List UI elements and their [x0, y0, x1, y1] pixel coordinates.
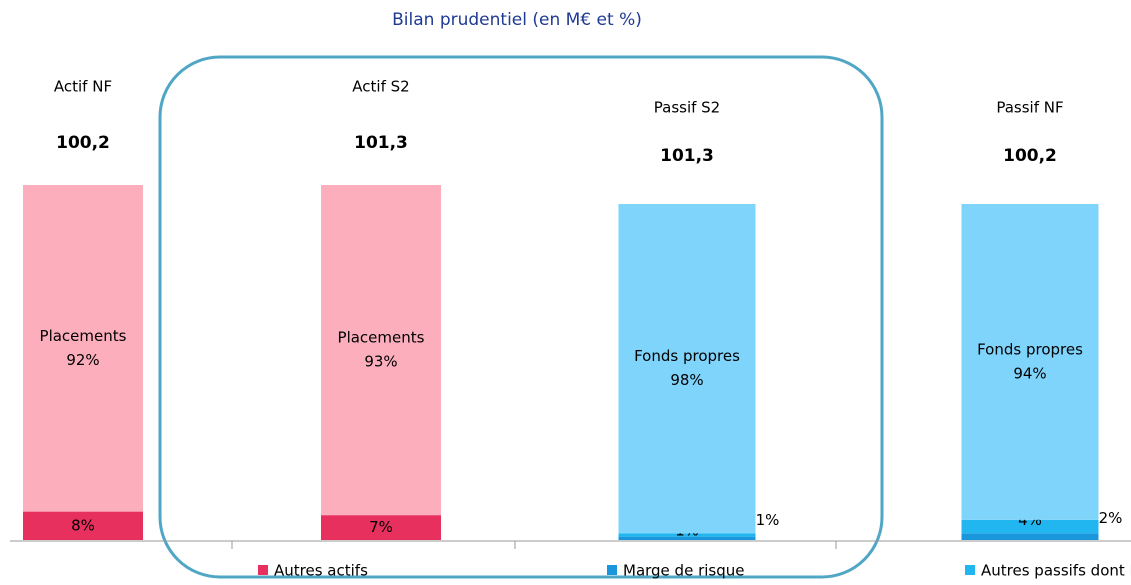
legend-label: Autres passifs dont ID: [981, 562, 1131, 580]
bar-segment: [961, 204, 1099, 520]
highlight-frame: [158, 55, 884, 579]
data-label: 8%: [71, 516, 95, 534]
category-label: Passif NF: [996, 99, 1063, 117]
data-label: 7%: [369, 518, 393, 536]
bar-segment: [618, 533, 756, 537]
legend-swatch: [607, 565, 617, 575]
chart-title: Bilan prudentiel (en M€ et %): [392, 10, 642, 30]
total-label: 100,2: [1003, 146, 1057, 166]
bar-segment: [961, 519, 1099, 534]
data-label: 98%: [670, 371, 703, 389]
segment-name: Fonds propres: [977, 340, 1083, 358]
legend-swatch: [258, 565, 268, 575]
category-label: Actif NF: [54, 78, 112, 96]
data-label: 92%: [66, 351, 99, 369]
legend-swatch: [965, 565, 975, 575]
category-label: Passif S2: [654, 99, 720, 117]
segment-name: Placements: [40, 327, 127, 345]
bar-segment: [618, 204, 756, 534]
segment-name: Fonds propres: [634, 347, 740, 365]
bar-segment: [961, 533, 1099, 540]
data-label: 1%: [756, 511, 780, 529]
total-label: 101,3: [660, 146, 714, 166]
bar-segment: [23, 511, 143, 540]
total-label: 101,3: [354, 133, 408, 153]
bar-segment: [321, 515, 441, 540]
segment-name: Placements: [338, 329, 425, 347]
data-label: 93%: [364, 353, 397, 371]
legend-label: Autres actifs: [274, 562, 368, 580]
legend-label: Marge de risque: [623, 562, 744, 580]
bar-segment: [23, 185, 143, 512]
bar-segment: [618, 536, 756, 540]
bar-segment: [321, 185, 441, 516]
category-label: Actif S2: [352, 78, 409, 96]
data-label: 2%: [1099, 509, 1123, 527]
data-label: 94%: [1013, 364, 1046, 382]
total-label: 100,2: [56, 133, 110, 153]
